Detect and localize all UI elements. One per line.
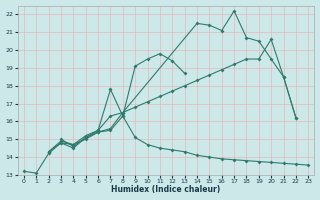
X-axis label: Humidex (Indice chaleur): Humidex (Indice chaleur) — [111, 185, 221, 194]
